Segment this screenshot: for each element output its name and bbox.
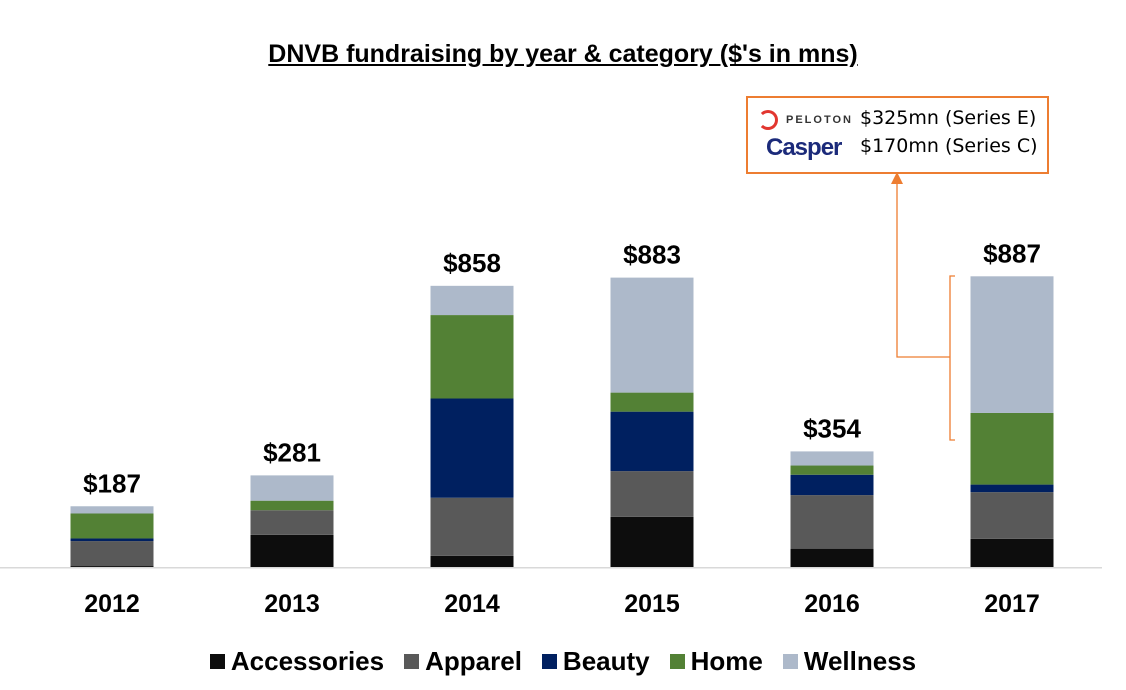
peloton-logo-icon [758, 110, 778, 130]
callout-connector [896, 182, 950, 358]
legend-label: Apparel [425, 646, 522, 676]
bar-wellness-2015 [610, 277, 694, 393]
bar-accessories-2012 [70, 566, 154, 568]
legend-item-accessories: Accessories [209, 646, 385, 677]
bar-home-2014 [430, 315, 514, 399]
x-tick-label-2017: 2017 [984, 590, 1040, 618]
legend-label: Home [690, 646, 763, 676]
bar-home-2015 [610, 392, 694, 412]
total-label-2012: $187 [83, 468, 141, 498]
chart-title: DNVB fundraising by year & category ($'s… [268, 40, 858, 68]
x-tick-label-2016: 2016 [804, 590, 860, 618]
bar-accessories-2017 [970, 538, 1054, 568]
legend-item-apparel: Apparel [404, 646, 522, 677]
bar-apparel-2016 [790, 495, 874, 549]
bar-beauty-2017 [970, 484, 1054, 493]
bar-home-2017 [970, 412, 1054, 485]
legend-swatch [669, 654, 685, 669]
legend: Accessories Apparel Beauty Home Wellness [0, 646, 1126, 677]
x-tick-label-2012: 2012 [84, 590, 140, 618]
legend-label: Accessories [230, 646, 385, 676]
bar-beauty-2016 [790, 474, 874, 496]
callout-text: $325mn (Series E) [860, 107, 1037, 129]
bar-accessories-2016 [790, 548, 874, 568]
x-tick-label-2015: 2015 [624, 590, 680, 618]
callout-box: PELOTON $325mn (Series E) Casper $170mn … [746, 96, 1049, 174]
legend-label: Beauty [562, 646, 650, 676]
bar-apparel-2015 [610, 471, 694, 517]
bar-accessories-2013 [250, 534, 334, 568]
bar-beauty-2014 [430, 398, 514, 498]
callout-arrowhead-icon [891, 172, 903, 184]
total-label-2017: $887 [983, 238, 1041, 268]
bar-apparel-2013 [250, 510, 334, 535]
bar-beauty-2015 [610, 411, 694, 472]
bar-apparel-2017 [970, 492, 1054, 539]
bar-home-2012 [70, 513, 154, 539]
legend-label: Wellness [803, 646, 917, 676]
total-label-2015: $883 [623, 240, 681, 270]
bar-wellness-2012 [70, 506, 154, 514]
callout-row-casper: Casper $170mn (Series C) [748, 134, 1047, 162]
x-tick-label-2013: 2013 [264, 590, 320, 618]
x-tick-label-2014: 2014 [444, 590, 500, 618]
bar-wellness-2013 [250, 475, 334, 501]
total-label-2014: $858 [443, 248, 501, 278]
legend-item-beauty: Beauty [541, 646, 650, 677]
legend-item-wellness: Wellness [782, 646, 917, 677]
bar-wellness-2016 [790, 451, 874, 466]
callout-row-peloton: PELOTON $325mn (Series E) [748, 106, 1047, 134]
legend-item-home: Home [669, 646, 763, 677]
casper-logo: Casper [766, 134, 842, 161]
legend-swatch [209, 654, 225, 669]
legend-swatch [404, 654, 420, 669]
bar-home-2013 [250, 500, 334, 511]
total-label-2013: $281 [263, 437, 321, 467]
callout-text: $170mn (Series C) [860, 135, 1038, 157]
bar-accessories-2015 [610, 516, 694, 568]
bar-home-2016 [790, 465, 874, 475]
legend-swatch [541, 654, 557, 669]
bar-apparel-2014 [430, 497, 514, 556]
legend-swatch [782, 654, 798, 669]
bar-beauty-2012 [70, 538, 154, 542]
peloton-logo: PELOTON [786, 114, 853, 126]
total-label-2016: $354 [803, 413, 861, 443]
callout-bracket [949, 275, 955, 441]
bar-apparel-2012 [70, 541, 154, 567]
bar-wellness-2017 [970, 276, 1054, 413]
bar-wellness-2014 [430, 285, 514, 316]
bar-accessories-2014 [430, 555, 514, 568]
